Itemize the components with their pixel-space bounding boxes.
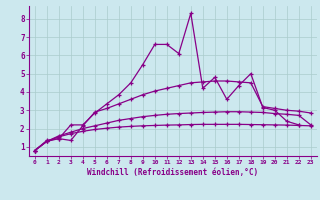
X-axis label: Windchill (Refroidissement éolien,°C): Windchill (Refroidissement éolien,°C)	[87, 168, 258, 177]
